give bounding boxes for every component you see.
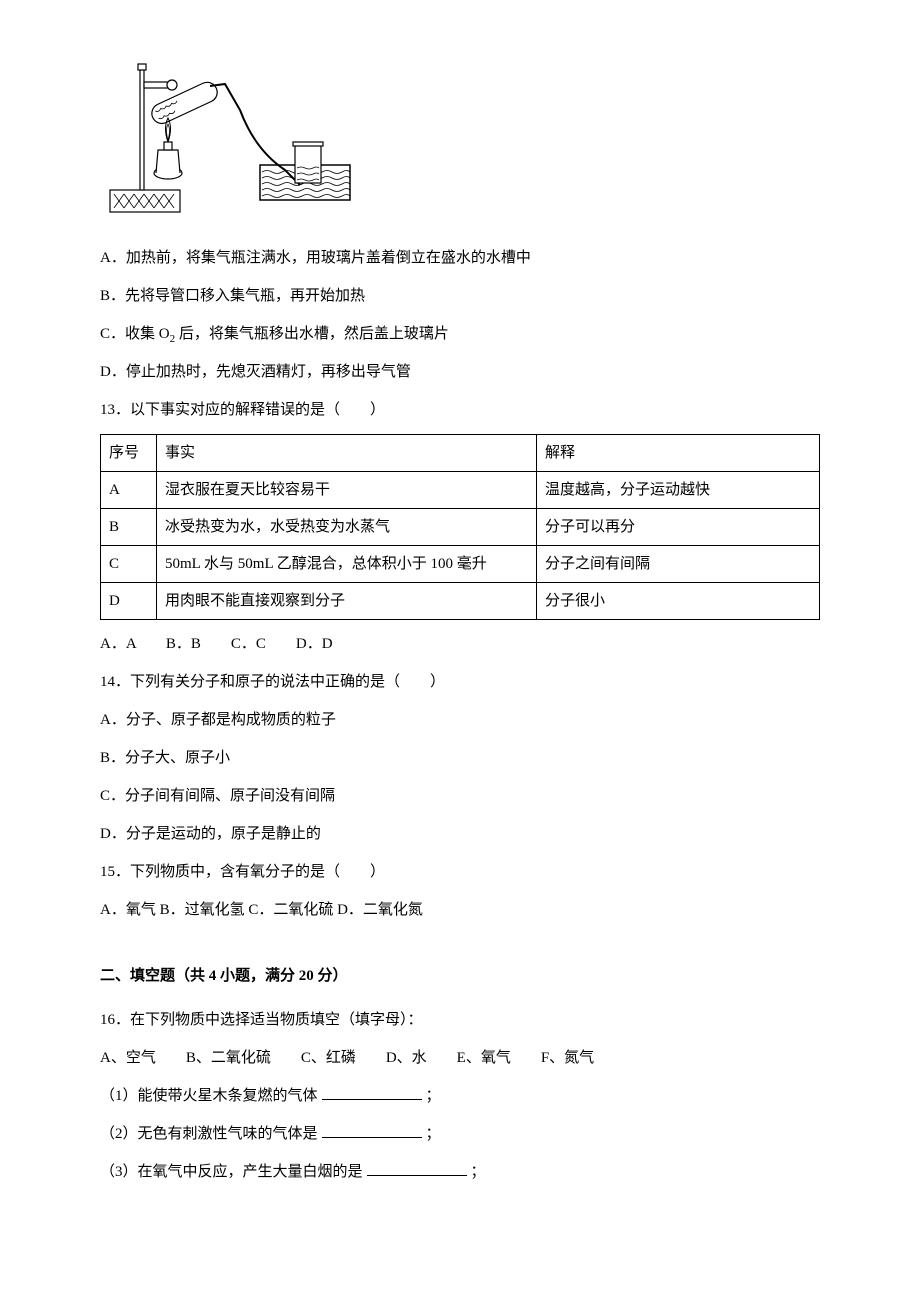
sub-suffix: ； (471, 1164, 486, 1180)
table-row: 序号 事实 解释 (101, 435, 820, 472)
table-row: A 湿衣服在夏天比较容易干 温度越高，分子运动越快 (101, 472, 820, 509)
q14-option-c: C．分子间有间隔、原子间没有间隔 (100, 778, 820, 814)
sub-prefix: （1）能使带火星木条复燃的气体 (100, 1088, 318, 1104)
table-header: 事实 (157, 435, 537, 472)
sub-prefix: （2）无色有刺激性气味的气体是 (100, 1126, 318, 1142)
option-text-after: 后，将集气瓶移出水槽，然后盖上玻璃片 (175, 326, 449, 342)
q16-stem: 16．在下列物质中选择适当物质填空（填字母）： (100, 1002, 820, 1038)
table-cell: 分子很小 (537, 583, 820, 620)
table-cell: 冰受热变为水，水受热变为水蒸气 (157, 509, 537, 546)
option-text: 收集 O (125, 326, 170, 342)
sub-suffix: ； (426, 1126, 441, 1142)
q12-option-d: D．停止加热时，先熄灭酒精灯，再移出导气管 (100, 354, 820, 390)
table-cell: 分子之间有间隔 (537, 546, 820, 583)
q13-stem: 13．以下事实对应的解释错误的是（ ） (100, 392, 820, 428)
option-text: 停止加热时，先熄灭酒精灯，再移出导气管 (126, 364, 411, 380)
table-cell: D (101, 583, 157, 620)
q16-sub1: （1）能使带火星木条复燃的气体 ； (100, 1078, 820, 1114)
fill-blank (367, 1161, 467, 1176)
table-row: D 用肉眼不能直接观察到分子 分子很小 (101, 583, 820, 620)
q12-option-a: A．加热前，将集气瓶注满水，用玻璃片盖着倒立在盛水的水槽中 (100, 240, 820, 276)
sub-suffix: ； (426, 1088, 441, 1104)
table-row: C 50mL 水与 50mL 乙醇混合，总体积小于 100 毫升 分子之间有间隔 (101, 546, 820, 583)
table-cell: A (101, 472, 157, 509)
table-header: 解释 (537, 435, 820, 472)
q14-option-d: D．分子是运动的，原子是静止的 (100, 816, 820, 852)
q15-options: A．氧气 B．过氧化氢 C．二氧化硫 D．二氧化氮 (100, 892, 820, 928)
q12-option-c: C．收集 O2 后，将集气瓶移出水槽，然后盖上玻璃片 (100, 316, 820, 352)
fill-blank (322, 1085, 422, 1100)
table-row: B 冰受热变为水，水受热变为水蒸气 分子可以再分 (101, 509, 820, 546)
q16-choices: A、空气 B、二氧化硫 C、红磷 D、水 E、氧气 F、氮气 (100, 1040, 820, 1076)
q13-answers: A．A B．B C．C D．D (100, 626, 820, 662)
q13-table: 序号 事实 解释 A 湿衣服在夏天比较容易干 温度越高，分子运动越快 B 冰受热… (100, 434, 820, 620)
apparatus-diagram (100, 50, 820, 220)
q14-option-b: B．分子大、原子小 (100, 740, 820, 776)
table-header: 序号 (101, 435, 157, 472)
q16-sub3: （3）在氧气中反应，产生大量白烟的是 ； (100, 1154, 820, 1190)
option-prefix: B． (100, 288, 125, 304)
fill-blank (322, 1123, 422, 1138)
sub-prefix: （3）在氧气中反应，产生大量白烟的是 (100, 1164, 363, 1180)
q12-option-b: B．先将导管口移入集气瓶，再开始加热 (100, 278, 820, 314)
option-prefix: D． (100, 364, 126, 380)
table-cell: 分子可以再分 (537, 509, 820, 546)
table-cell: B (101, 509, 157, 546)
q16-sub2: （2）无色有刺激性气味的气体是 ； (100, 1116, 820, 1152)
table-cell: 50mL 水与 50mL 乙醇混合，总体积小于 100 毫升 (157, 546, 537, 583)
table-cell: C (101, 546, 157, 583)
option-text: 先将导管口移入集气瓶，再开始加热 (125, 288, 365, 304)
table-cell: 湿衣服在夏天比较容易干 (157, 472, 537, 509)
q14-stem: 14．下列有关分子和原子的说法中正确的是（ ） (100, 664, 820, 700)
lab-apparatus-svg (100, 50, 360, 220)
option-prefix: A． (100, 250, 126, 266)
option-prefix: C． (100, 326, 125, 342)
option-text: 加热前，将集气瓶注满水，用玻璃片盖着倒立在盛水的水槽中 (126, 250, 531, 266)
section2-header: 二、填空题（共 4 小题，满分 20 分） (100, 958, 820, 994)
q14-option-a: A．分子、原子都是构成物质的粒子 (100, 702, 820, 738)
table-cell: 温度越高，分子运动越快 (537, 472, 820, 509)
table-cell: 用肉眼不能直接观察到分子 (157, 583, 537, 620)
q15-stem: 15．下列物质中，含有氧分子的是（ ） (100, 854, 820, 890)
